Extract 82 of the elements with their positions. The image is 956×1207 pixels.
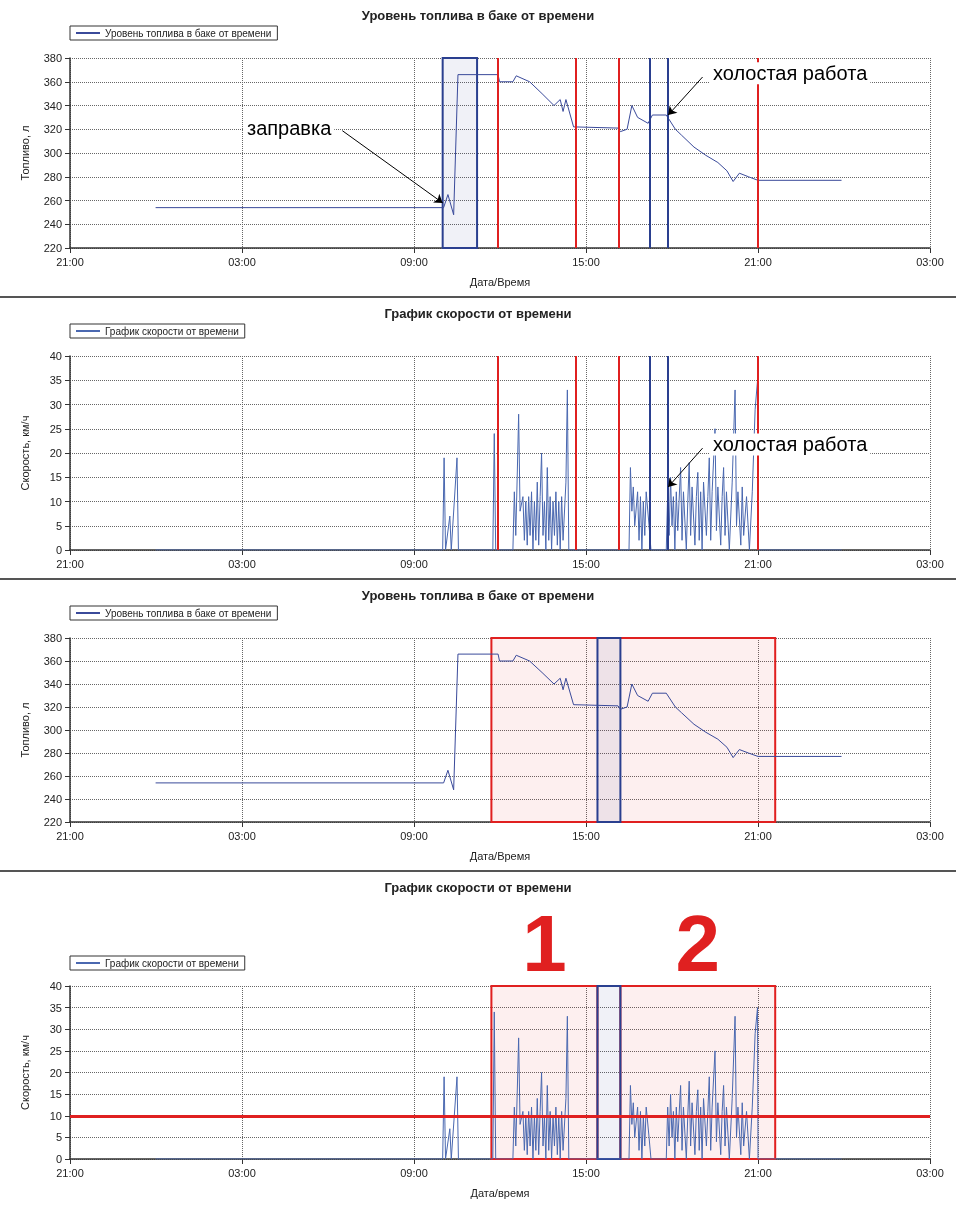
- y-tick-label: 260: [43, 194, 62, 207]
- x-tick-label: 03:00: [916, 255, 944, 268]
- y-tick-label: 30: [49, 398, 62, 411]
- y-tick-label: 5: [55, 1131, 62, 1144]
- y-tick-label: 380: [43, 52, 62, 64]
- x-axis-title: Дата/Время: [469, 275, 531, 288]
- x-tick-label: 21:00: [56, 1166, 84, 1179]
- y-axis-title: Топливо, л: [18, 702, 31, 758]
- y-tick-label: 25: [49, 422, 62, 435]
- x-tick-label: 15:00: [572, 829, 600, 842]
- x-tick-label: 03:00: [916, 1166, 944, 1179]
- y-tick-label: 300: [43, 724, 62, 736]
- y-tick-label: 0: [55, 544, 62, 556]
- y-tick-label: 340: [43, 99, 62, 112]
- legend-label: График скорости от времени: [105, 957, 239, 969]
- chart-title: Уровень топлива в баке от времени: [361, 8, 595, 23]
- x-tick-label: 21:00: [56, 829, 84, 842]
- y-tick-label: 15: [49, 471, 62, 484]
- x-axis-title: Дата/Время: [469, 849, 531, 862]
- x-tick-label: 03:00: [916, 829, 944, 842]
- y-tick-label: 380: [43, 632, 62, 644]
- x-tick-label: 21:00: [744, 1166, 772, 1179]
- y-tick-label: 5: [55, 519, 62, 532]
- band-label: 1: [522, 898, 567, 988]
- x-tick-label: 15:00: [572, 557, 600, 570]
- line-series: [155, 1007, 842, 1160]
- y-tick-label: 20: [49, 447, 62, 459]
- legend-label: Уровень топлива в баке от времени: [105, 27, 272, 39]
- y-tick-label: 40: [49, 350, 62, 362]
- y-axis-title: Скорость, км/ч: [18, 415, 31, 491]
- x-tick-label: 15:00: [572, 255, 600, 268]
- y-tick-label: 15: [49, 1088, 62, 1101]
- x-tick-label: 21:00: [56, 557, 84, 570]
- x-tick-label: 21:00: [744, 829, 772, 842]
- chart-title: Уровень топлива в баке от времени: [361, 588, 595, 603]
- y-tick-label: 35: [49, 1001, 62, 1014]
- y-tick-label: 240: [43, 793, 62, 805]
- line-series: [155, 653, 842, 791]
- y-tick-label: 10: [49, 1109, 62, 1122]
- legend-label: Уровень топлива в баке от времени: [105, 607, 272, 619]
- y-tick-label: 280: [43, 747, 62, 759]
- y-tick-label: 0: [55, 1153, 62, 1165]
- y-tick-label: 300: [43, 147, 62, 159]
- y-tick-label: 30: [49, 1023, 62, 1036]
- x-tick-label: 09:00: [400, 829, 428, 842]
- y-tick-label: 220: [43, 242, 62, 254]
- chart-title: График скорости от времени: [384, 306, 572, 321]
- y-tick-label: 340: [43, 678, 62, 690]
- x-tick-label: 09:00: [400, 557, 428, 570]
- x-tick-label: 09:00: [400, 255, 428, 268]
- chart-title: График скорости от времени: [384, 880, 572, 895]
- annotation: холостая работа: [712, 62, 869, 85]
- x-tick-label: 21:00: [744, 557, 772, 570]
- y-tick-label: 320: [43, 123, 62, 136]
- y-tick-label: 360: [43, 75, 62, 88]
- x-tick-label: 21:00: [744, 255, 772, 268]
- y-tick-label: 10: [49, 495, 62, 508]
- annotation: холостая работа: [712, 433, 869, 456]
- x-tick-label: 03:00: [228, 557, 256, 570]
- y-tick-label: 20: [49, 1066, 62, 1079]
- y-tick-label: 360: [43, 655, 62, 667]
- y-tick-label: 40: [49, 980, 62, 992]
- x-tick-label: 21:00: [56, 255, 84, 268]
- x-axis-title: Дата/время: [470, 1186, 530, 1199]
- legend-label: График скорости от времени: [105, 325, 239, 337]
- x-tick-label: 03:00: [916, 557, 944, 570]
- y-tick-label: 35: [49, 374, 62, 387]
- x-tick-label: 15:00: [572, 1166, 600, 1179]
- y-tick-label: 280: [43, 170, 62, 183]
- y-tick-label: 25: [49, 1044, 62, 1057]
- y-tick-label: 220: [43, 816, 62, 828]
- x-tick-label: 03:00: [228, 255, 256, 268]
- x-tick-label: 09:00: [400, 1166, 428, 1179]
- y-axis-title: Топливо, л: [18, 125, 31, 181]
- y-tick-label: 320: [43, 701, 62, 713]
- y-tick-label: 260: [43, 770, 62, 782]
- annotation: заправка: [246, 116, 333, 139]
- band-label: 2: [675, 898, 721, 988]
- y-axis-title: Скорость, км/ч: [18, 1035, 31, 1110]
- y-tick-label: 240: [43, 218, 62, 231]
- x-tick-label: 03:00: [228, 829, 256, 842]
- x-tick-label: 03:00: [228, 1166, 256, 1179]
